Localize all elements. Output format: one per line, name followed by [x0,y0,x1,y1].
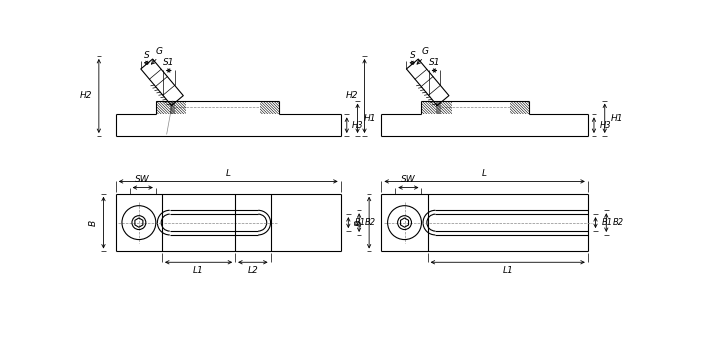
Text: H3: H3 [599,121,611,130]
Text: H2: H2 [346,92,358,100]
Text: L2: L2 [247,266,258,275]
Text: H1: H1 [611,114,623,123]
Text: G: G [156,47,163,56]
Bar [260,100,279,115]
Bar [436,100,451,115]
Text: B1: B1 [602,218,613,227]
Text: H2: H2 [80,92,93,100]
Text: L1: L1 [502,266,513,275]
Text: B2: B2 [365,218,377,227]
Bar [156,100,175,115]
Text: SW: SW [135,175,150,184]
Text: SW: SW [401,175,416,184]
Text: S: S [409,51,415,60]
Bar [170,100,186,115]
Text: L: L [225,169,230,178]
Text: G: G [422,47,429,56]
Text: L1: L1 [193,266,204,275]
Text: S1: S1 [429,58,441,67]
Text: H3: H3 [352,121,364,130]
Bar [510,100,529,115]
Text: S: S [144,51,150,60]
Text: S1: S1 [163,58,174,67]
Text: B1: B1 [355,218,366,227]
Text: B: B [355,219,364,226]
Text: L: L [482,169,487,178]
Text: B2: B2 [612,218,624,227]
Text: B: B [89,219,98,226]
Text: H1: H1 [364,114,377,123]
Bar [422,100,441,115]
